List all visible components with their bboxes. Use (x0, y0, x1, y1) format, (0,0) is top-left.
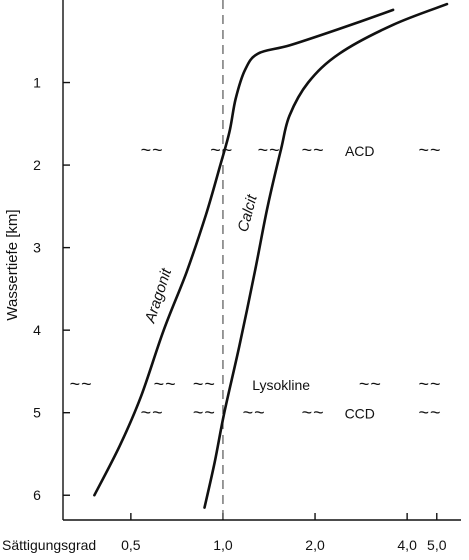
wave-mark: ~ ~ (302, 140, 324, 160)
annotation-acd: ACD (345, 143, 375, 159)
wave-mark: ~ ~ (193, 374, 215, 394)
wave-mark: ~ ~ (193, 403, 215, 423)
y-axis-label: Wassertiefe [km] (4, 209, 21, 320)
axes: 1 2 3 4 5 6 0,5 1,0 2,0 4,0 5,0 Sättigungsgrad Wasse… (2, 0, 461, 553)
series-calcit-line (203, 2, 449, 509)
wave-mark: ~ ~ (302, 403, 324, 423)
series-aragonit-line (93, 8, 395, 497)
y-tick-label: 6 (33, 487, 41, 503)
y-tick-label: 5 (33, 405, 41, 421)
wave-mark: ~ ~ (359, 374, 381, 394)
x-tick-label: 2,0 (305, 537, 325, 553)
wave-mark: ~ ~ (141, 403, 163, 423)
y-tick-label: 2 (33, 157, 41, 173)
y-tick-label: 3 (33, 240, 41, 256)
x-axis-label: Sättigungsgrad (2, 537, 96, 553)
wave-mark: ~ ~ (419, 374, 441, 394)
annotation-lysokline: Lysokline (252, 377, 310, 393)
curves (93, 2, 449, 509)
wave-mark: ~ ~ (258, 140, 280, 160)
wave-rows: ~ ~ ~ ~ ~ ~ ~ ~ ~ ~ ~ ~ ~ ~ ~ ~ ~ ~ ~ ~ ~ ~ ~ ~ ~ ~ ~… (70, 140, 442, 423)
wave-mark: ~ ~ (141, 140, 163, 160)
x-tick-label: 4,0 (397, 537, 417, 553)
wave-mark: ~ ~ (419, 140, 441, 160)
x-tick-label: 5,0 (427, 537, 447, 553)
wave-mark: ~ ~ (243, 403, 265, 423)
y-tick-label: 1 (33, 75, 41, 91)
x-tick-label: 1,0 (213, 537, 233, 553)
x-tick-label: 0,5 (121, 537, 141, 553)
series-calcit-label: Calcit (235, 192, 261, 233)
wave-mark: ~ ~ (210, 140, 232, 160)
labels: Aragonit Calcit ACD Lysokline CCD (141, 143, 375, 421)
series-aragonit-label: Aragonit (141, 266, 175, 326)
wave-mark: ~ ~ (154, 374, 176, 394)
annotation-ccd: CCD (345, 406, 375, 422)
y-tick-label: 4 (33, 322, 41, 338)
wave-mark: ~ ~ (419, 403, 441, 423)
wave-mark: ~ ~ (70, 374, 92, 394)
